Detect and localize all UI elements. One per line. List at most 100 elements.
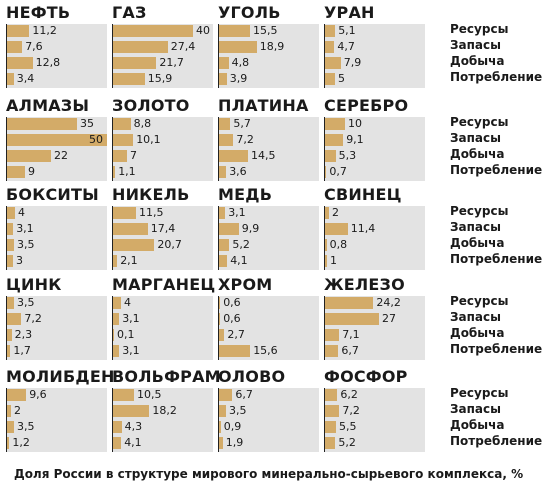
legend-item: Ресурсы bbox=[450, 294, 509, 308]
data-label: 4,8 bbox=[231, 56, 250, 69]
bar bbox=[7, 25, 30, 37]
bar bbox=[7, 389, 27, 401]
bar bbox=[113, 73, 145, 85]
legend-item: Потребление bbox=[450, 342, 543, 356]
bar bbox=[113, 118, 131, 130]
data-label: 0,7 bbox=[329, 165, 347, 178]
data-label: 3,5 bbox=[229, 404, 247, 417]
data-label: 5,1 bbox=[338, 24, 356, 37]
bar bbox=[113, 25, 193, 37]
bar bbox=[219, 41, 257, 53]
legend-item: Ресурсы bbox=[450, 115, 509, 129]
data-label: 5,7 bbox=[233, 117, 251, 130]
data-label: 3,4 bbox=[16, 72, 35, 85]
data-label: 3,5 bbox=[17, 238, 35, 251]
bar bbox=[325, 223, 348, 235]
panel-title: УГОЛЬ bbox=[218, 3, 281, 22]
bar bbox=[113, 329, 114, 341]
data-label: 0,6 bbox=[223, 296, 241, 309]
data-label: 10,5 bbox=[137, 388, 162, 401]
panel: ХРОМ 0,6 0,6 2,7 15,6 bbox=[218, 275, 328, 365]
bar bbox=[113, 297, 121, 309]
bar bbox=[113, 255, 118, 267]
data-label: 3,1 bbox=[228, 206, 246, 219]
legend-item: Запасы bbox=[450, 220, 501, 234]
data-label: 9,6 bbox=[29, 388, 47, 401]
legend-item: Запасы bbox=[450, 131, 501, 145]
bar bbox=[219, 166, 227, 178]
bar bbox=[219, 57, 229, 69]
panel-title: НЕФТЬ bbox=[6, 3, 71, 22]
data-label: 7 bbox=[130, 149, 137, 162]
bar bbox=[113, 41, 168, 53]
data-label: 2,7 bbox=[227, 328, 245, 341]
legend-item: Добыча bbox=[450, 236, 505, 250]
data-label: 18,2 bbox=[152, 404, 177, 417]
bar bbox=[7, 313, 22, 325]
data-label: 5,2 bbox=[232, 238, 250, 251]
data-label: 10,1 bbox=[136, 133, 161, 146]
data-label: 15,5 bbox=[253, 24, 278, 37]
panel-title: ХРОМ bbox=[218, 275, 273, 294]
data-label: 5,3 bbox=[338, 149, 357, 162]
bar bbox=[113, 437, 122, 449]
data-label: 1,2 bbox=[12, 436, 30, 449]
data-label: 35 bbox=[80, 117, 94, 130]
data-label: 2,1 bbox=[120, 254, 138, 267]
legend-item: Потребление bbox=[450, 434, 543, 448]
bar bbox=[7, 437, 10, 449]
panel-plot-area: 6,2 7,2 5,5 5,2 bbox=[324, 388, 425, 452]
data-label: 3,6 bbox=[229, 165, 247, 178]
chart-caption: Доля России в структуре мирового минерал… bbox=[14, 467, 524, 481]
data-label: 5,2 bbox=[338, 436, 356, 449]
bar bbox=[7, 41, 23, 53]
data-label: 50 bbox=[89, 133, 103, 146]
panel-plot-area: 4 3,1 3,5 3 bbox=[6, 206, 107, 270]
panel-plot-area: 15,5 18,9 4,8 3,9 bbox=[218, 24, 319, 88]
bar bbox=[113, 313, 120, 325]
data-label: 2 bbox=[332, 206, 339, 219]
data-label: 7,2 bbox=[24, 312, 42, 325]
panel: УГОЛЬ 15,5 18,9 4,8 3,9 bbox=[218, 3, 328, 93]
data-label: 27,4 bbox=[170, 40, 196, 53]
panel: БОКСИТЫ 4 3,1 3,5 3 bbox=[6, 185, 116, 275]
panel-title: МАРГАНЕЦ bbox=[112, 275, 216, 294]
panel-plot-area: 40 27,4 21,7 15,9 bbox=[112, 24, 213, 88]
bar bbox=[219, 25, 250, 37]
bar bbox=[325, 41, 335, 53]
bar bbox=[219, 421, 221, 433]
bar bbox=[7, 345, 11, 357]
panel-title: ГАЗ bbox=[112, 3, 147, 22]
bar bbox=[325, 73, 335, 85]
panel: ОЛОВО 6,7 3,5 0,9 1,9 bbox=[218, 367, 328, 457]
data-label: 4,1 bbox=[124, 436, 142, 449]
panel-plot-area: 3,5 7,2 2,3 1,7 bbox=[6, 296, 107, 360]
data-label: 1,7 bbox=[13, 344, 31, 357]
panel: НЕФТЬ 11,2 7,6 12,8 3,4 bbox=[6, 3, 116, 93]
data-label: 3 bbox=[16, 254, 23, 267]
bar bbox=[325, 25, 336, 37]
bar bbox=[219, 297, 221, 309]
data-label: 7,6 bbox=[25, 40, 43, 53]
data-label: 6,7 bbox=[341, 344, 359, 357]
data-label: 8,8 bbox=[133, 117, 152, 130]
data-label: 1,9 bbox=[225, 436, 244, 449]
panel: ГАЗ 40 27,4 21,7 15,9 bbox=[112, 3, 222, 93]
panel-plot-area: 11,5 17,4 20,7 2,1 bbox=[112, 206, 213, 270]
panel: ЦИНК 3,5 7,2 2,3 1,7 bbox=[6, 275, 116, 365]
panel-title: ЖЕЛЕЗО bbox=[324, 275, 405, 294]
data-label: 11,5 bbox=[139, 206, 164, 219]
panel: ПЛАТИНА 5,7 7,2 14,5 3,6 bbox=[218, 96, 328, 186]
panel: УРАН 5,1 4,7 7,9 5 bbox=[324, 3, 434, 93]
bar bbox=[325, 345, 339, 357]
panel-plot-area: 5,1 4,7 7,9 5 bbox=[324, 24, 425, 88]
data-label: 0,9 bbox=[223, 420, 242, 433]
bar bbox=[7, 207, 15, 219]
legend-item: Запасы bbox=[450, 38, 501, 52]
panel: ВОЛЬФРАМ 10,5 18,2 4,3 4,1 bbox=[112, 367, 222, 457]
bar bbox=[325, 255, 327, 267]
legend-item: Потребление bbox=[450, 163, 543, 177]
data-label: 3,1 bbox=[16, 222, 34, 235]
data-label: 7,2 bbox=[342, 404, 360, 417]
data-label: 0,1 bbox=[117, 328, 135, 341]
